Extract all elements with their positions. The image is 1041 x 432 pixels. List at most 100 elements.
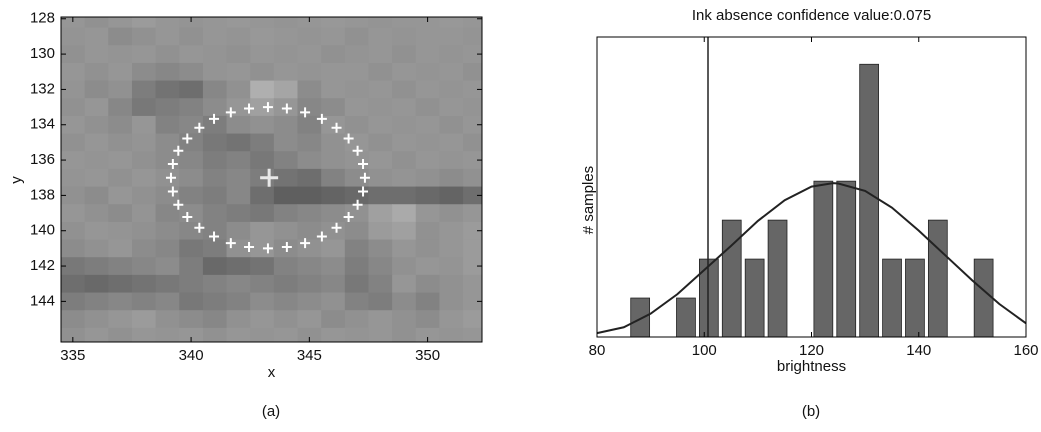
x-tick-label: 340: [179, 347, 204, 364]
pixel-cell: [392, 98, 416, 116]
pixel-cell: [132, 10, 156, 28]
pixel-cell: [179, 151, 203, 169]
y-axis-label: y: [8, 176, 25, 184]
pixel-cell: [463, 63, 487, 81]
pixel-cell: [321, 204, 345, 222]
pixel-cell: [345, 116, 369, 134]
pixel-cell: [227, 10, 251, 28]
x-axis-label: brightness: [777, 358, 846, 375]
pixel-cell: [416, 116, 440, 134]
pixel-cell: [345, 328, 369, 346]
pixel-cell: [321, 10, 345, 28]
pixel-cell: [463, 45, 487, 63]
pixel-cell: [61, 134, 85, 152]
pixel-cell: [321, 257, 345, 275]
pixel-cell: [108, 328, 132, 346]
pixel-cell: [274, 10, 298, 28]
pixel-cell: [85, 187, 109, 205]
pixel-cell: [203, 187, 227, 205]
pixel-cell: [345, 45, 369, 63]
pixel-cell: [85, 204, 109, 222]
pixel-cell: [416, 28, 440, 46]
x-tick-label: 80: [589, 342, 606, 359]
histogram-bar: [837, 181, 856, 337]
pixel-cell: [108, 169, 132, 187]
pixel-cell: [227, 204, 251, 222]
pixel-cell: [250, 134, 274, 152]
pixel-cell: [85, 63, 109, 81]
pixel-cell: [368, 240, 392, 258]
pixel-cell: [368, 169, 392, 187]
histogram-bar: [974, 259, 993, 337]
pixel-cell: [298, 98, 322, 116]
pixel-cell: [85, 328, 109, 346]
pixel-cell: [274, 310, 298, 328]
pixel-cell: [156, 116, 180, 134]
pixel-cell: [368, 98, 392, 116]
pixel-cell: [85, 240, 109, 258]
pixel-cell: [274, 134, 298, 152]
histogram-bar: [883, 259, 902, 337]
pixel-cell: [392, 328, 416, 346]
pixel-cell: [463, 151, 487, 169]
pixel-cell: [250, 293, 274, 311]
pixel-cell: [274, 257, 298, 275]
pixel-cell: [439, 257, 463, 275]
pixel-cell: [392, 275, 416, 293]
pixel-cell: [108, 204, 132, 222]
pixel-cell: [61, 169, 85, 187]
pixel-cell: [392, 187, 416, 205]
pixel-cell: [298, 187, 322, 205]
pixel-cell: [108, 187, 132, 205]
pixel-cell: [61, 310, 85, 328]
pixel-cell: [156, 10, 180, 28]
pixel-cell: [439, 98, 463, 116]
pixel-cell: [392, 222, 416, 240]
pixel-cell: [61, 204, 85, 222]
pixel-cell: [274, 45, 298, 63]
pixel-cell: [132, 63, 156, 81]
pixel-cell: [227, 81, 251, 99]
pixel-cell: [250, 45, 274, 63]
pixel-cell: [345, 28, 369, 46]
histogram-bar: [631, 298, 650, 337]
pixel-cell: [392, 116, 416, 134]
pixel-cell: [179, 293, 203, 311]
x-tick-label: 100: [692, 342, 717, 359]
pixel-cell: [298, 328, 322, 346]
pixel-cell: [227, 63, 251, 81]
pixel-cell: [298, 28, 322, 46]
pixel-cell: [250, 204, 274, 222]
pixel-cell: [345, 81, 369, 99]
panel-caption: (a): [262, 403, 280, 420]
pixel-cell: [368, 45, 392, 63]
pixel-cell: [298, 204, 322, 222]
pixel-cell: [203, 28, 227, 46]
pixel-cell: [203, 328, 227, 346]
pixel-cell: [156, 98, 180, 116]
pixel-cell: [368, 310, 392, 328]
pixel-cell: [108, 45, 132, 63]
pixel-cell: [321, 310, 345, 328]
y-tick-label: 134: [30, 116, 55, 133]
pixel-cell: [156, 187, 180, 205]
pixel-cell: [321, 45, 345, 63]
pixel-cell: [108, 151, 132, 169]
pixel-cell: [227, 28, 251, 46]
pixel-cell: [108, 81, 132, 99]
pixel-cell: [345, 10, 369, 28]
pixel-cell: [321, 28, 345, 46]
pixel-cell: [439, 45, 463, 63]
pixel-cell: [439, 187, 463, 205]
pixel-cell: [227, 293, 251, 311]
pixel-cell: [439, 310, 463, 328]
pixel-cell: [227, 328, 251, 346]
pixel-cell: [392, 293, 416, 311]
pixel-cell: [463, 204, 487, 222]
pixel-cell: [132, 98, 156, 116]
pixel-cell: [298, 134, 322, 152]
pixel-cell: [368, 187, 392, 205]
x-tick-label: 160: [1013, 342, 1038, 359]
pixel-cell: [298, 293, 322, 311]
pixel-cell: [132, 293, 156, 311]
